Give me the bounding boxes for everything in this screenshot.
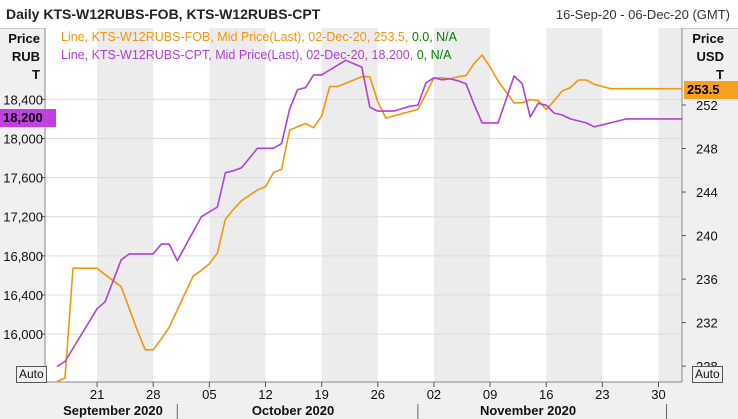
- series-layer: [56, 54, 683, 383]
- right-tick-label: 252: [696, 98, 718, 113]
- x-tick-label: 28: [146, 387, 160, 402]
- x-tick-label: 26: [371, 387, 385, 402]
- last-price-badge-left: 18,200: [0, 109, 56, 127]
- left-tick-label: 16,800: [3, 249, 43, 264]
- left-tick-label: 18,000: [3, 132, 43, 147]
- week-band: [433, 28, 491, 382]
- right-caption-price: Price: [692, 31, 724, 46]
- chart-header: Daily KTS-W12RUBS-FOB, KTS-W12RUBS-CPT 1…: [0, 0, 738, 29]
- x-tick-label: 19: [314, 387, 328, 402]
- right-tick-label: 236: [696, 272, 718, 287]
- right-axis: 228232236240244248252: [682, 98, 718, 374]
- x-tick-label: 23: [595, 387, 609, 402]
- week-band: [658, 28, 682, 382]
- series-line-cpt: [56, 59, 683, 368]
- right-tick-label: 232: [696, 316, 718, 331]
- legend-cpt-text: Line, KTS-W12RUBS-CPT, Mid Price(Last), …: [61, 48, 417, 62]
- left-tick-label: 17,600: [3, 171, 43, 186]
- right-axis-caption: Price USD T: [684, 30, 724, 84]
- x-tick-label: 16: [539, 387, 553, 402]
- legend-fob-change: 0.0: [412, 30, 429, 44]
- x-tick-label: 05: [202, 387, 216, 402]
- legend-fob-sep: ,: [429, 30, 436, 44]
- week-bands: [97, 28, 682, 382]
- legend-fob-pct: N/A: [436, 30, 458, 44]
- legend-fob: Line, KTS-W12RUBS-FOB, Mid Price(Last), …: [61, 30, 458, 44]
- x-tick-label: 02: [427, 387, 441, 402]
- legend-fob-text: Line, KTS-W12RUBS-FOB, Mid Price(Last), …: [61, 30, 412, 44]
- left-axis: 16,000 16,400 16,800 17,200 17,600 18,000 18,4…: [3, 92, 45, 342]
- left-tick-label: 16,400: [3, 288, 43, 303]
- left-tick-label: 16,000: [3, 327, 43, 342]
- x-tick-label: 21: [90, 387, 104, 402]
- x-axis: 21 28 05 12 19 26 02 09 16 23 30 September 2020 Octo…: [63, 382, 668, 419]
- left-tick-label: 18,400: [3, 92, 43, 107]
- x-tick-label: 09: [483, 387, 497, 402]
- right-caption-currency: USD: [696, 49, 724, 64]
- auto-scale-right-button[interactable]: Auto: [692, 366, 723, 383]
- left-caption-unit: T: [32, 67, 40, 82]
- legend-cpt-pct: N/A: [431, 48, 453, 62]
- right-tick-label: 244: [696, 185, 718, 200]
- left-tick-label: 17,200: [3, 210, 43, 225]
- right-caption-unit: T: [716, 67, 724, 82]
- auto-scale-left-button[interactable]: Auto: [16, 366, 47, 383]
- right-tick-label: 240: [696, 229, 718, 244]
- series-line-fob: [56, 54, 683, 383]
- left-axis-caption: Price RUB T: [2, 30, 40, 84]
- week-band: [97, 28, 154, 382]
- right-tick-label: 248: [696, 142, 718, 157]
- left-caption-price: Price: [8, 31, 40, 46]
- x-tick-label: 12: [258, 387, 272, 402]
- last-price-badge-right: 253.5: [684, 81, 738, 99]
- x-tick-label: 30: [651, 387, 665, 402]
- legend-cpt: Line, KTS-W12RUBS-CPT, Mid Price(Last), …: [61, 48, 452, 62]
- date-range: 16-Sep-20 - 06-Dec-20 (GMT): [555, 7, 730, 22]
- month-label: September 2020: [63, 403, 163, 418]
- grid-lines: [44, 28, 683, 383]
- chart-title: Daily KTS-W12RUBS-FOB, KTS-W12RUBS-CPT: [6, 6, 321, 22]
- legend-cpt-change: 0: [417, 48, 424, 62]
- left-caption-currency: RUB: [11, 49, 40, 64]
- week-band: [546, 28, 603, 382]
- month-label: October 2020: [252, 403, 334, 418]
- month-label: November 2020: [480, 403, 576, 418]
- legend-cpt-sep: ,: [424, 48, 431, 62]
